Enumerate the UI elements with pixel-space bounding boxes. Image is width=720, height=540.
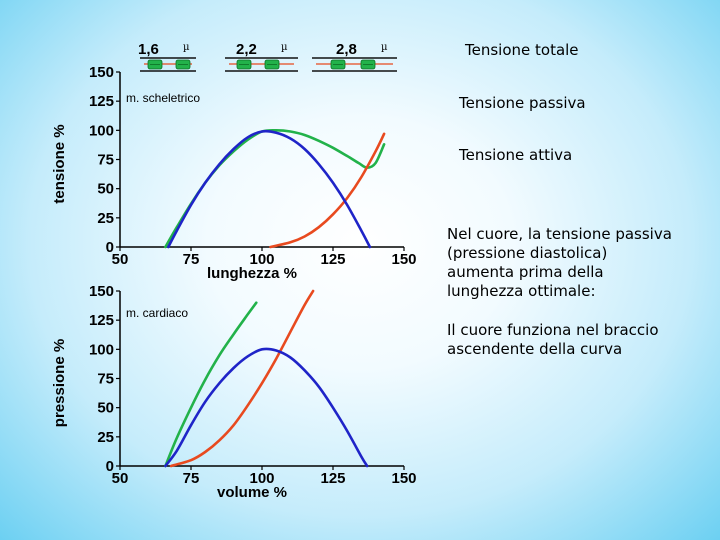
legend-active: Tensione attiva [459, 146, 573, 164]
x-tick-label: 75 [183, 251, 200, 268]
y-tick-label: 100 [89, 122, 114, 139]
y-tick-label: 150 [89, 64, 114, 81]
sarcomere-length-label: 2,2 [236, 41, 257, 58]
series-line-total [164, 301, 258, 468]
x-tick-label: 125 [320, 251, 345, 268]
y-tick-label: 125 [89, 93, 114, 110]
panel-title: m. scheletrico [126, 91, 200, 105]
x-tick-label: 150 [391, 470, 416, 487]
series-line-passive [269, 132, 386, 249]
sarcomere-length-label: 2,8 [336, 41, 357, 58]
x-tick-label: 100 [249, 470, 274, 487]
x-tick-label: 150 [391, 251, 416, 268]
note-passive-tension: Nel cuore, la tensione passiva (pression… [447, 225, 672, 300]
x-axis-label: lunghezza % [207, 265, 297, 282]
y-axis-label: tensione % [51, 124, 68, 203]
series-line-active [164, 347, 369, 468]
y-tick-label: 150 [89, 283, 114, 300]
y-tick-label: 0 [106, 239, 114, 256]
y-tick-label: 25 [97, 210, 114, 227]
x-tick-label: 50 [112, 251, 129, 268]
sarcomere-length-label: 1,6 [138, 41, 159, 58]
legend-total: Tensione totale [465, 41, 579, 59]
cardiac-muscle-panel: 0 25 50 75 100 125 150 50 75 100 125 150 volume % pre… [51, 283, 417, 501]
panel-title: m. cardiaco [126, 306, 188, 320]
legend-passive: Tensione passiva [459, 94, 586, 112]
micron-unit: µ [381, 42, 388, 53]
skeletal-muscle-panel: 0 25 50 75 100 125 150 50 75 100 125 150 lunghezza %… [51, 64, 417, 282]
y-tick-label: 0 [106, 458, 114, 475]
x-tick-label: 50 [112, 470, 129, 487]
y-tick-label: 75 [97, 152, 114, 169]
note-ascending-arm: Il cuore funziona nel braccio ascendente… [447, 321, 659, 358]
x-tick-label: 75 [183, 470, 200, 487]
series-line-total [164, 128, 386, 249]
y-tick-label: 25 [97, 429, 114, 446]
micron-unit: µ [183, 42, 190, 53]
x-tick-label: 100 [249, 251, 274, 268]
micron-unit: µ [281, 42, 288, 53]
y-tick-label: 50 [97, 400, 114, 417]
y-tick-label: 50 [97, 181, 114, 198]
sarcomere-2: 2,2 µ [225, 41, 298, 72]
y-axis-label: pressione % [51, 339, 68, 427]
series-line-passive [169, 289, 315, 468]
sarcomere-1: 1,6 µ [138, 41, 196, 72]
y-tick-label: 100 [89, 341, 114, 358]
y-tick-label: 75 [97, 371, 114, 388]
x-axis-label: volume % [217, 484, 287, 501]
sarcomere-diagrams: 1,6 µ 2,2 µ 2,8 µ [138, 41, 397, 72]
series-line-active [167, 129, 372, 249]
y-tick-label: 125 [89, 312, 114, 329]
x-tick-label: 125 [320, 470, 345, 487]
sarcomere-3: 2,8 µ [312, 41, 397, 72]
